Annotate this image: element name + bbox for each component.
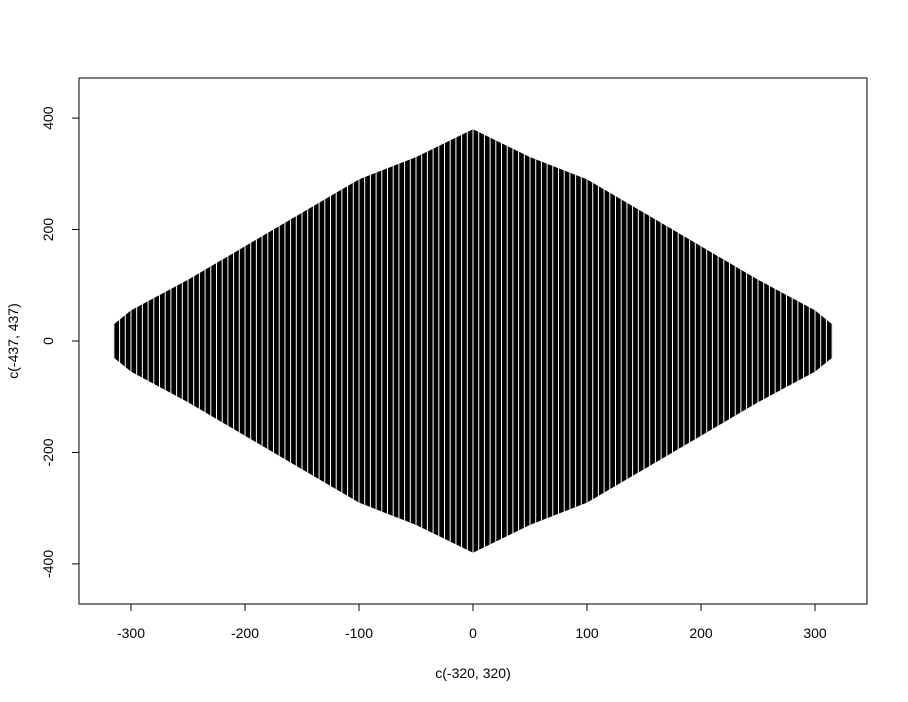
x-tick-label: 100 [575, 625, 599, 641]
y-tick-label: 200 [40, 218, 56, 242]
y-tick-label: 0 [40, 337, 56, 345]
x-axis: -300 -200 -100 0 100 200 300 [117, 603, 827, 641]
x-tick-label: -300 [117, 625, 145, 641]
x-tick-label: -200 [231, 625, 259, 641]
x-tick-label: -100 [345, 625, 373, 641]
diamond-shape [113, 129, 833, 553]
y-axis: -400 -200 0 200 400 [40, 106, 80, 578]
y-tick-label: -200 [40, 438, 56, 466]
x-axis-label: c(-320, 320) [435, 665, 510, 681]
x-tick-label: 200 [689, 625, 713, 641]
y-tick-label: 400 [40, 106, 56, 130]
x-tick-label: 300 [803, 625, 827, 641]
y-axis-label: c(-437, 437) [5, 303, 21, 378]
y-tick-label: -400 [40, 550, 56, 578]
x-tick-label: 0 [469, 625, 477, 641]
